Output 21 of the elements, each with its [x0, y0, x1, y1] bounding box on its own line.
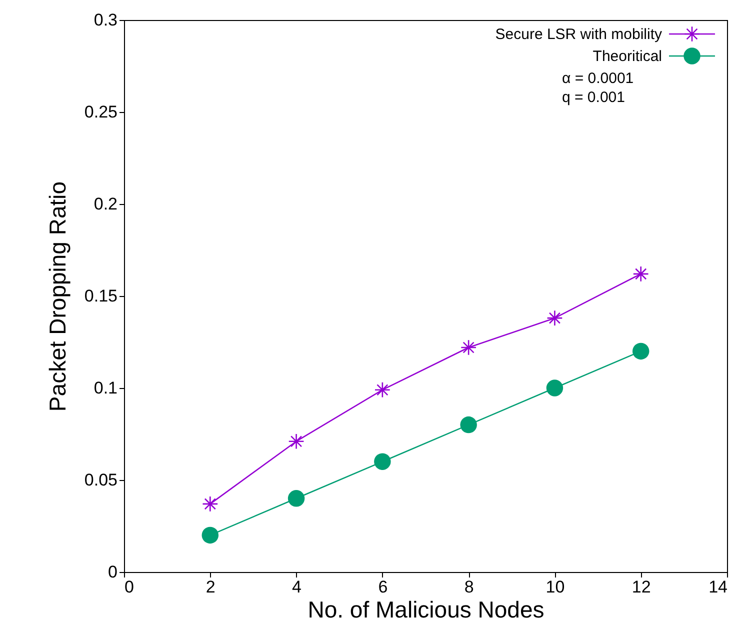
x-tick-label: 4	[292, 578, 302, 596]
y-tick-label: 0.3	[94, 10, 118, 30]
annotation: α = 0.0001	[562, 70, 634, 87]
legend-label: Theoritical	[592, 48, 662, 65]
legend-label: Secure LSR with mobility	[495, 26, 662, 43]
annotation: q = 0.001	[562, 89, 625, 106]
x-axis-title: No. of Malicious Nodes	[308, 596, 544, 622]
x-tick-label: 14	[708, 578, 728, 596]
x-tick-label: 10	[546, 578, 565, 596]
y-tick-label: 0.05	[84, 470, 118, 490]
x-tick-label: 0	[124, 578, 134, 596]
y-tick-label: 0.25	[84, 102, 118, 122]
x-tick-label: 2	[206, 578, 216, 596]
y-tick-label: 0	[108, 562, 118, 582]
x-tick-label: 8	[464, 578, 474, 596]
y-axis-title: Packet Dropping Ratio	[44, 181, 70, 412]
x-tick-label: 12	[632, 578, 651, 596]
y-tick-label: 0.1	[94, 378, 118, 398]
x-tick-label: 6	[378, 578, 388, 596]
y-tick-label: 0.15	[84, 286, 118, 306]
y-tick-label: 0.2	[94, 194, 118, 214]
